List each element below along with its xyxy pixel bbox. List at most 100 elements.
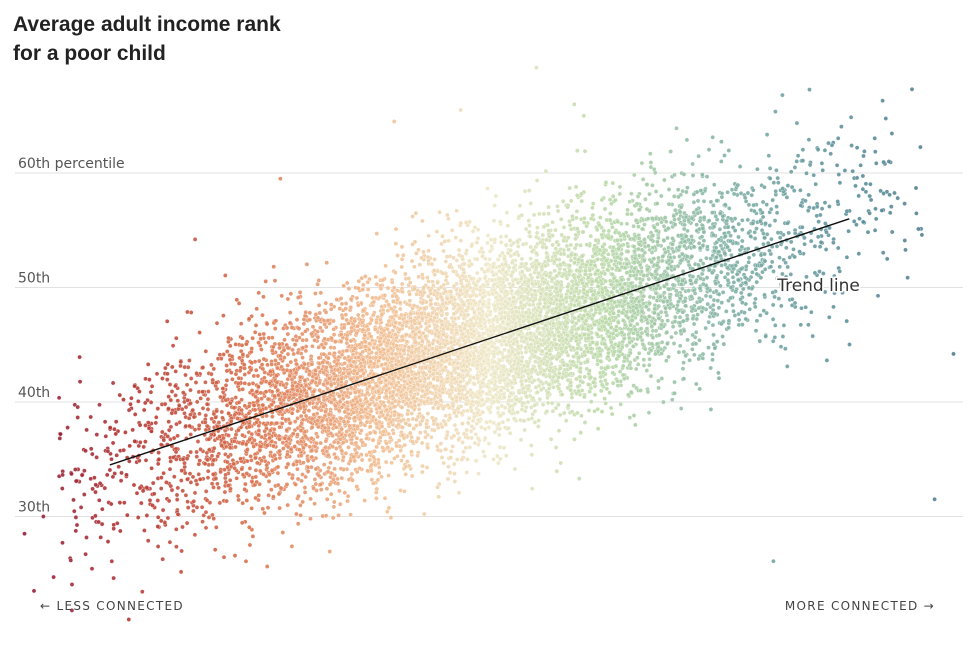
data-point <box>776 180 781 185</box>
data-point <box>549 361 554 367</box>
data-point <box>694 222 699 227</box>
data-point <box>697 386 702 392</box>
data-point <box>160 556 165 562</box>
data-point <box>240 500 245 506</box>
data-point <box>719 269 724 275</box>
data-point <box>762 292 767 298</box>
data-point <box>676 216 682 222</box>
data-point <box>252 330 258 335</box>
data-point <box>410 214 415 219</box>
data-point <box>82 468 87 473</box>
data-point <box>118 528 123 534</box>
data-point <box>636 351 642 356</box>
data-point <box>598 374 603 380</box>
data-point <box>96 519 101 525</box>
data-point <box>155 515 161 520</box>
data-point <box>454 413 459 419</box>
data-point <box>266 493 271 498</box>
data-point <box>724 309 729 314</box>
data-point <box>719 263 724 268</box>
data-point <box>324 497 330 502</box>
data-point <box>378 410 384 415</box>
data-point <box>223 273 228 278</box>
data-point <box>625 249 631 254</box>
data-point <box>854 145 860 150</box>
data-point <box>762 251 767 257</box>
data-point <box>515 410 520 415</box>
data-point <box>188 432 193 437</box>
data-point <box>892 190 897 196</box>
data-point <box>725 190 730 195</box>
data-point <box>710 135 715 140</box>
data-point <box>295 350 301 356</box>
data-point <box>141 444 146 450</box>
data-point <box>849 143 854 148</box>
data-point <box>216 485 221 491</box>
data-point <box>156 457 162 462</box>
data-point <box>466 416 472 421</box>
data-point <box>188 480 194 485</box>
data-point <box>444 254 450 259</box>
data-point <box>178 363 183 369</box>
data-point <box>105 448 111 454</box>
data-point <box>343 451 349 456</box>
data-point <box>209 362 214 368</box>
data-point <box>632 248 637 254</box>
data-point <box>646 410 652 415</box>
data-point <box>883 116 889 121</box>
data-point <box>550 408 556 414</box>
data-point <box>599 270 604 276</box>
data-point <box>60 540 65 546</box>
data-point <box>819 161 825 166</box>
data-point <box>696 356 701 362</box>
data-point <box>659 351 664 356</box>
data-point <box>609 266 615 271</box>
data-point <box>716 375 722 381</box>
data-point <box>183 404 189 410</box>
data-point <box>330 515 336 521</box>
data-point <box>777 255 782 260</box>
data-point <box>879 208 885 213</box>
data-point <box>745 217 751 223</box>
data-point <box>608 211 613 216</box>
data-point <box>794 159 799 164</box>
data-point <box>90 486 95 492</box>
data-point <box>701 229 707 235</box>
data-point <box>813 181 818 187</box>
data-point <box>629 191 634 196</box>
data-point <box>78 505 84 510</box>
data-point <box>712 182 717 187</box>
data-point <box>345 493 351 499</box>
data-point <box>191 414 197 420</box>
data-point <box>623 256 629 262</box>
data-point <box>460 440 465 445</box>
data-point <box>97 498 102 503</box>
data-point <box>777 264 782 270</box>
data-point <box>426 233 431 239</box>
data-point <box>153 420 159 426</box>
data-point <box>79 472 85 478</box>
data-point <box>192 490 198 496</box>
data-point <box>464 470 469 475</box>
data-point <box>146 420 151 425</box>
data-point <box>317 310 322 316</box>
data-point <box>175 398 181 403</box>
data-point <box>261 294 266 300</box>
data-point <box>779 303 784 309</box>
data-point <box>233 432 239 437</box>
data-point <box>633 327 638 332</box>
data-point <box>223 383 229 388</box>
data-point <box>774 210 780 216</box>
data-point <box>84 535 89 540</box>
data-point <box>887 210 893 216</box>
data-point <box>261 331 267 337</box>
data-point <box>868 181 873 187</box>
data-point <box>711 297 717 303</box>
data-point <box>150 480 156 486</box>
data-point <box>65 425 70 430</box>
data-point <box>873 206 878 212</box>
data-point <box>653 328 659 334</box>
data-point <box>556 428 562 433</box>
data-point <box>467 445 473 450</box>
